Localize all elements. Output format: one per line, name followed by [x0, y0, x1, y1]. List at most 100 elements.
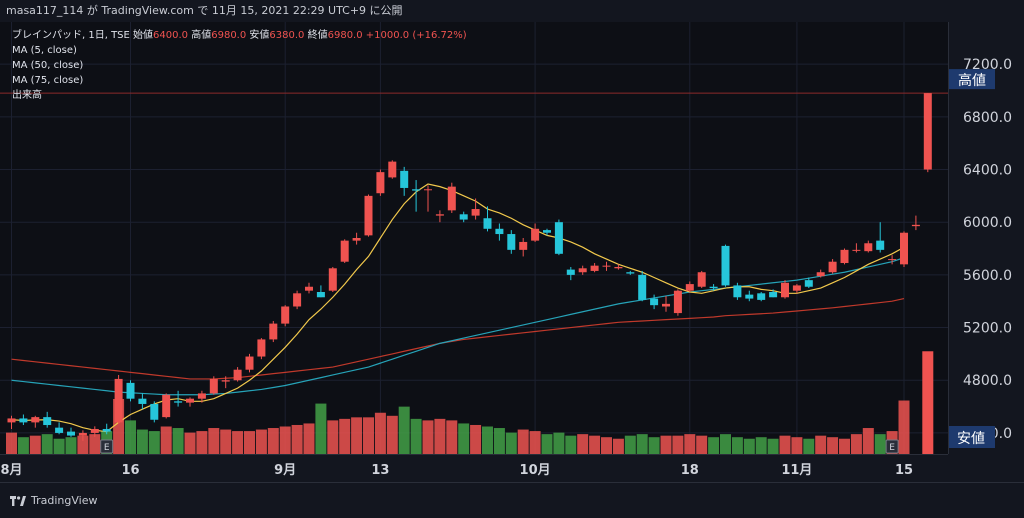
price-axis-svg[interactable]: 7200.06800.06400.06000.05600.05200.04800… — [947, 22, 1024, 454]
volume-bar-52 — [624, 435, 636, 454]
candle-body-25 — [305, 286, 313, 291]
legend-ohlc-row: ブレインパッド, 1日, TSE 始値6400.0 高値6980.0 安値638… — [12, 28, 467, 43]
high-badge-bg — [949, 69, 995, 90]
chart-legend: ブレインパッド, 1日, TSE 始値6400.0 高値6980.0 安値638… — [12, 28, 467, 103]
legend-ma5[interactable]: MA (5, close) — [12, 45, 77, 56]
volume-bar-34 — [410, 418, 422, 454]
candle-body-41 — [495, 228, 504, 235]
candle-body-30 — [364, 195, 373, 236]
candle-body-54 — [650, 298, 659, 306]
candle-body-33 — [400, 170, 409, 188]
candle-body-66 — [792, 285, 801, 291]
volume-bar-1 — [17, 437, 29, 454]
candle-body-3 — [43, 417, 52, 426]
candle-body-31 — [376, 172, 385, 194]
candle-body-39 — [471, 209, 480, 216]
volume-bar-16 — [196, 431, 208, 454]
legend-volume[interactable]: 出来高 — [12, 90, 42, 101]
legend-ma75[interactable]: MA (75, close) — [12, 75, 84, 86]
candle-body-10 — [126, 382, 135, 399]
volume-bar-68 — [815, 435, 827, 454]
volume-bar-55 — [660, 435, 672, 454]
time-tick-1: 16 — [121, 463, 139, 478]
candle-body-60 — [721, 245, 730, 286]
time-axis-svg[interactable]: 8月 16 9月 13 10月 18 11月 15 — [0, 455, 948, 483]
volume-bar-66 — [791, 437, 803, 454]
candle-body-23 — [281, 306, 290, 324]
tradingview-logo-icon — [10, 495, 26, 506]
legend-symbol: ブレインパッド, 1日, TSE — [12, 30, 130, 41]
candle-body-2 — [31, 417, 40, 423]
ma5-line — [11, 183, 905, 433]
volume-bar-10 — [125, 420, 136, 454]
candle-body-32 — [388, 161, 397, 178]
volume-bar-54 — [648, 437, 660, 454]
low-badge-label: 安値 — [957, 431, 985, 447]
candle-body-19 — [233, 369, 242, 381]
legend-open: 6400.0 — [153, 30, 189, 41]
price-tick-2: 6400.0 — [963, 163, 1012, 179]
candle-body-45 — [543, 230, 551, 233]
volume-bar-48 — [577, 434, 589, 454]
price-tick-5: 5200.0 — [963, 321, 1012, 337]
price-tick-3: 6000.0 — [963, 215, 1012, 231]
ma50-line — [11, 257, 905, 396]
legend-low: 6380.0 — [269, 30, 305, 41]
volume-bar-11 — [136, 429, 148, 454]
candle-body-75 — [900, 232, 908, 265]
volume-bar-53 — [636, 434, 648, 454]
volume-bar-59 — [708, 437, 720, 454]
volume-bar-56 — [672, 435, 684, 454]
candle-body-71 — [852, 249, 861, 251]
volume-bar-42 — [505, 432, 517, 454]
volume-bar-31 — [374, 412, 386, 454]
candle-body-48 — [578, 268, 587, 273]
volume-bar-39 — [470, 424, 482, 454]
candle-body-36 — [435, 214, 444, 216]
volume-bar-9 — [113, 399, 125, 454]
volume-bar-18 — [220, 429, 232, 454]
candle-body-57 — [685, 284, 694, 291]
volume-bar-3 — [41, 434, 53, 454]
volume-bar-65 — [779, 435, 791, 454]
candle-body-26 — [316, 292, 325, 298]
candle-body-15 — [186, 398, 194, 403]
volume-bar-60 — [720, 434, 731, 454]
volume-bar-7 — [89, 434, 101, 454]
volume-bar-67 — [803, 438, 815, 454]
candle-body-37 — [447, 186, 456, 211]
high-badge-label: 高値 — [958, 72, 986, 89]
candle-body-67 — [804, 280, 813, 287]
volume-bar-62 — [743, 438, 755, 454]
volume-bar-27 — [327, 420, 339, 454]
volume-bar-72 — [862, 428, 874, 454]
volume-bar-57 — [684, 434, 696, 454]
candle-body-11 — [138, 398, 147, 404]
time-axis[interactable]: 8月 16 9月 13 10月 18 11月 15 — [0, 454, 948, 483]
candle-body-58 — [697, 272, 706, 287]
volume-bar-last-highlight — [922, 351, 934, 454]
volume-bar-6 — [77, 435, 89, 454]
volume-bar-49 — [589, 435, 601, 454]
volume-bar-12 — [148, 431, 160, 454]
legend-ma50[interactable]: MA (50, close) — [12, 60, 84, 71]
candle-body-55 — [662, 303, 670, 307]
candle-body-70 — [840, 249, 849, 264]
legend-close-label: 終値 — [307, 30, 328, 41]
volume-bar-69 — [827, 437, 839, 454]
time-tick-4: 10月 — [520, 463, 551, 478]
price-axis[interactable]: 7200.0 6800.0 6400.0 6000.0 5600.0 5200.0 4800… — [947, 22, 1024, 454]
candle-body-61 — [733, 285, 742, 298]
legend-open-label: 始値 — [133, 30, 154, 41]
candle-body-68 — [816, 272, 825, 277]
candle-body-21 — [257, 339, 266, 357]
volume-bar-17 — [208, 428, 220, 454]
candle-body-74 — [888, 259, 897, 261]
tradingview-logo[interactable]: TradingView — [10, 494, 97, 507]
candle-body-12 — [150, 403, 159, 420]
candle-body-13 — [162, 394, 171, 418]
volume-bar-41 — [493, 428, 505, 454]
volume-bar-63 — [755, 437, 767, 454]
